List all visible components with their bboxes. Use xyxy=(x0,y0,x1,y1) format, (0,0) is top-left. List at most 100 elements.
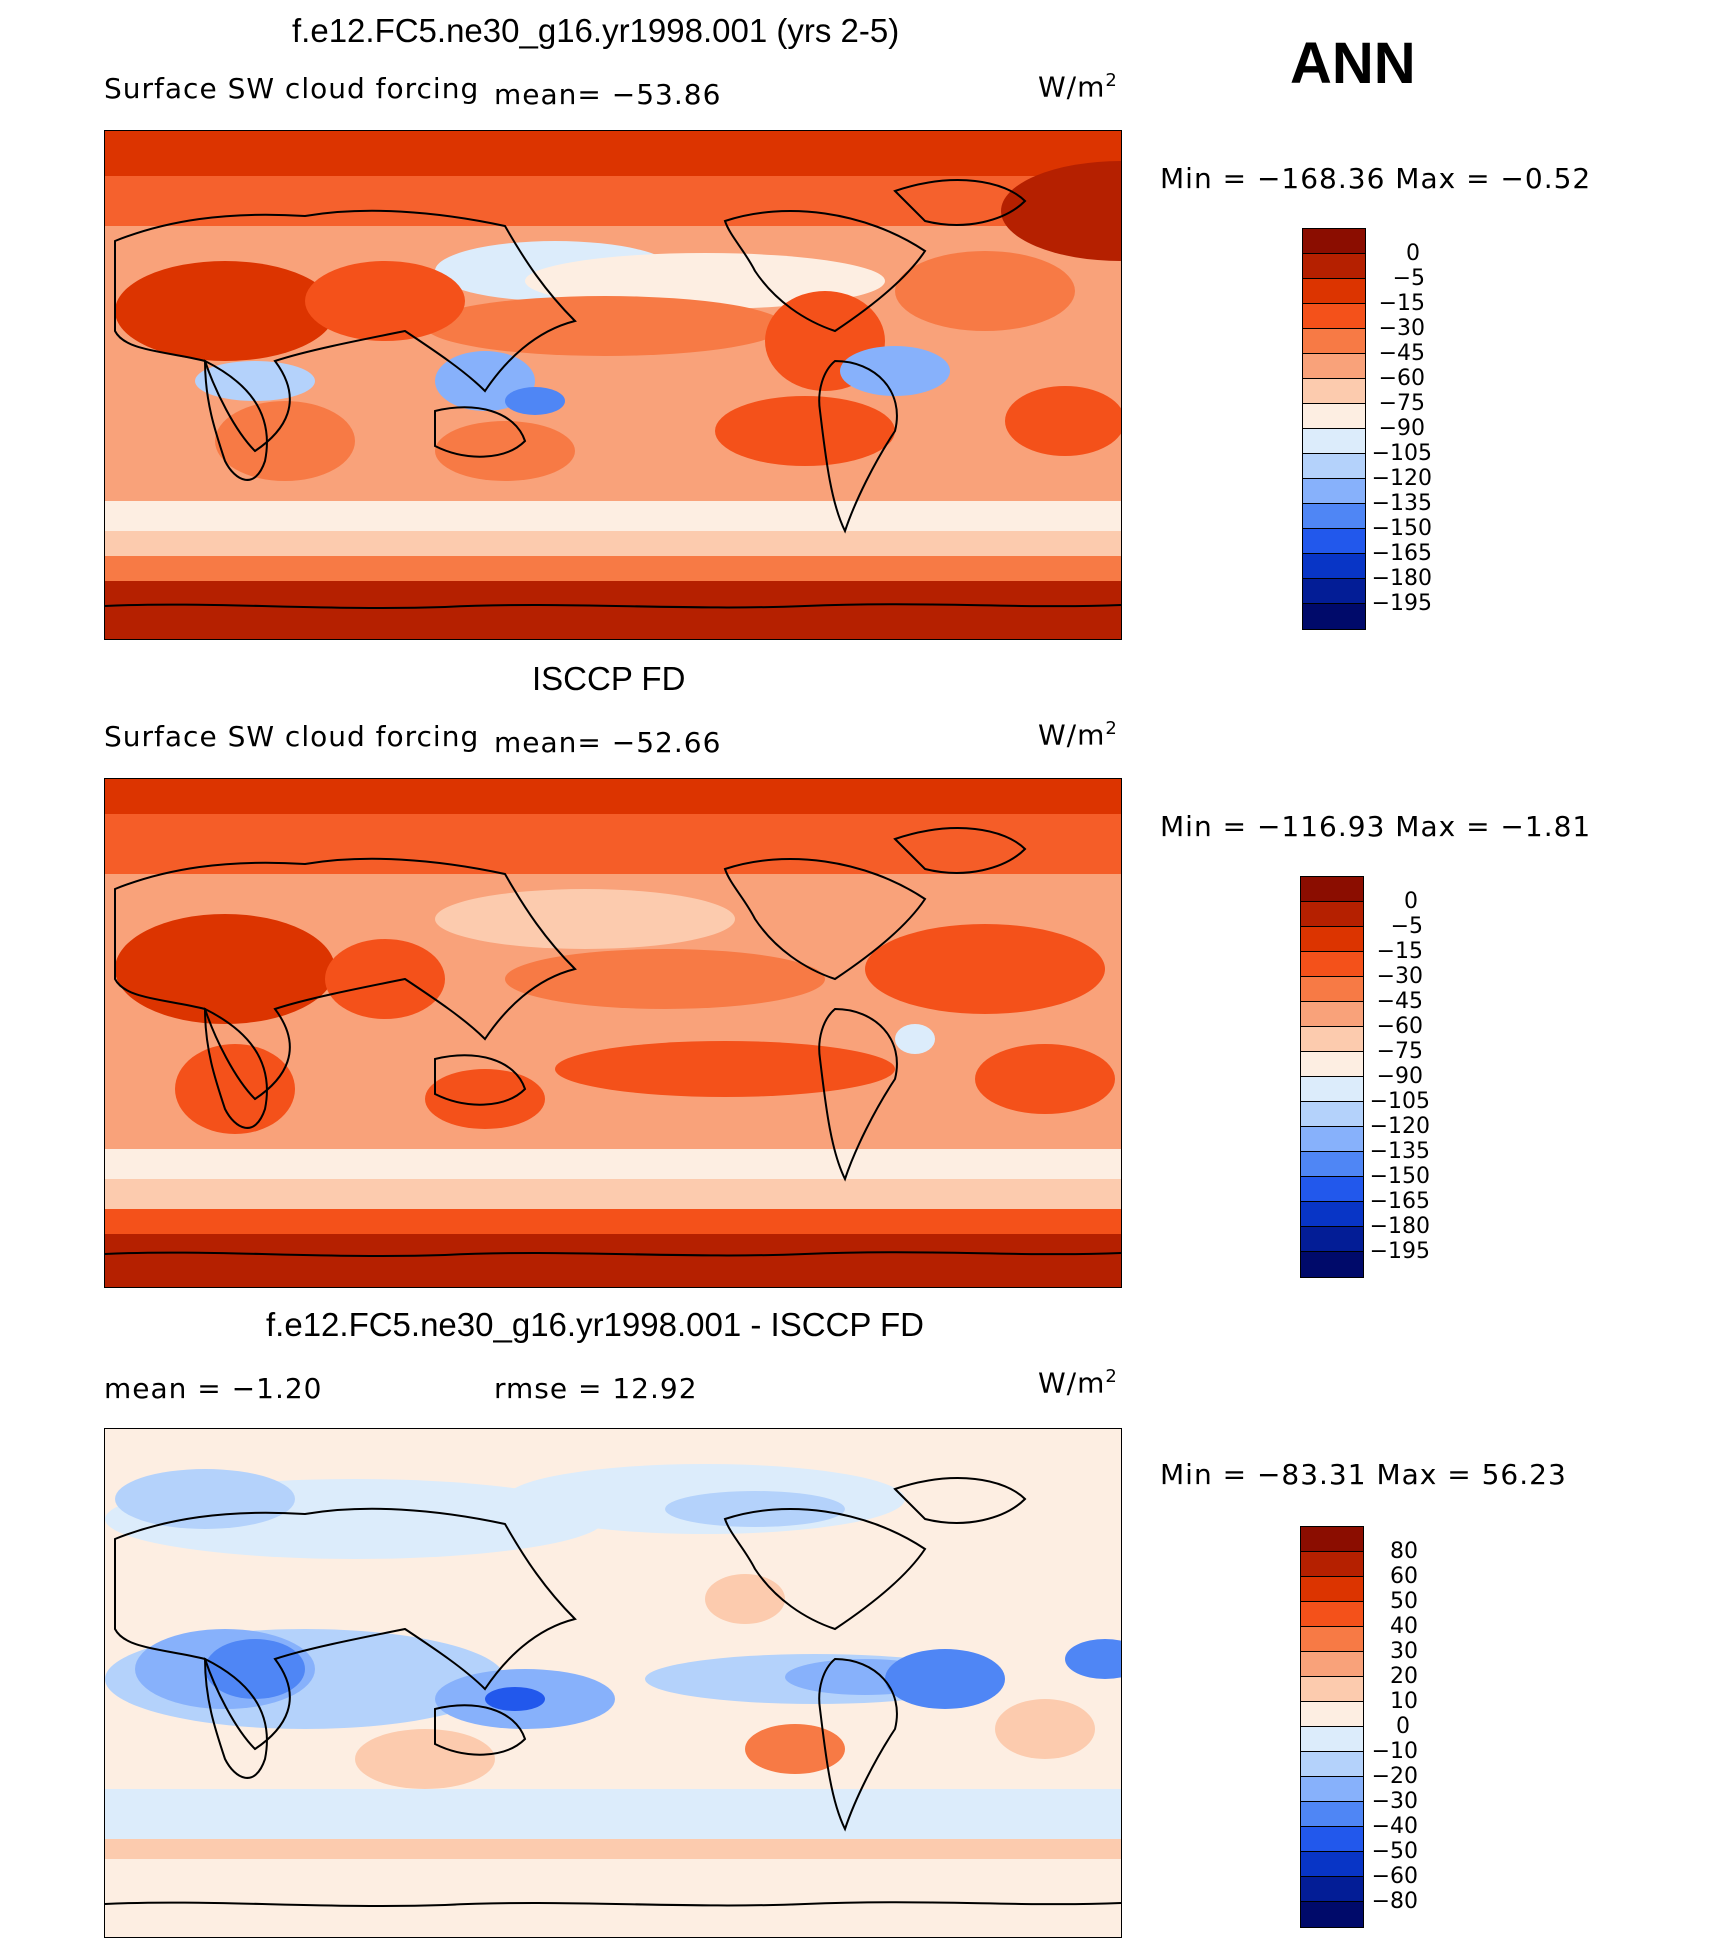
panel2-cbar-seg xyxy=(1301,1077,1363,1102)
panel3-cbar-tick: −10 xyxy=(1371,1739,1418,1764)
panel2-cbar-tick: −60 xyxy=(1376,1014,1423,1039)
panel2-cbar-seg xyxy=(1301,1127,1363,1152)
panel2-cbar-seg xyxy=(1301,1052,1363,1077)
panel3-cbar-tick: −40 xyxy=(1371,1814,1418,1839)
panel3-cbar-seg xyxy=(1301,1752,1363,1777)
panel3-colorbar-ticks: 80 60 50 40 30 20 10 0 −10 −20 −30 −40 −… xyxy=(1368,1526,1468,1926)
panel3-title: f.e12.FC5.ne30_g16.yr1998.001 - ISCCP FD xyxy=(266,1306,924,1343)
panel2-cbar-tick: −165 xyxy=(1369,1189,1430,1214)
panel3-cbar-tick: 10 xyxy=(1390,1689,1418,1714)
panel1-cbar-tick: −135 xyxy=(1371,491,1432,516)
panel2-cbar-tick: −30 xyxy=(1376,964,1423,989)
panel3-cbar-tick: 0 xyxy=(1396,1714,1410,1739)
panel1-cbar-seg xyxy=(1303,529,1365,554)
panel1-cbar-seg xyxy=(1303,554,1365,579)
panel1-cbar-seg xyxy=(1303,604,1365,629)
panel2-colorbar xyxy=(1300,876,1364,1278)
panel1-cbar-tick: −60 xyxy=(1378,366,1425,391)
panel2-mean: mean= −52.66 xyxy=(494,726,722,759)
panel1-cbar-seg xyxy=(1303,404,1365,429)
panel2-cbar-seg xyxy=(1301,927,1363,952)
panel1-cbar-tick: −165 xyxy=(1371,541,1432,566)
panel1-cbar-seg xyxy=(1303,304,1365,329)
panel2-cbar-tick: −5 xyxy=(1390,914,1423,939)
panel3-cbar-tick: −50 xyxy=(1371,1839,1418,1864)
panel2-cbar-seg xyxy=(1301,1152,1363,1177)
panel1-cbar-seg xyxy=(1303,504,1365,529)
panel1-cbar-seg xyxy=(1303,579,1365,604)
panel1-cbar-seg xyxy=(1303,454,1365,479)
panel3-cbar-tick: 20 xyxy=(1390,1664,1418,1689)
panel3-cbar-seg xyxy=(1301,1727,1363,1752)
panel1-units: W/m2 xyxy=(1038,70,1118,104)
panel3-minmax: Min = −83.31 Max = 56.23 xyxy=(1160,1458,1567,1491)
panel2-cbar-seg xyxy=(1301,1102,1363,1127)
panel3-cbar-seg xyxy=(1301,1602,1363,1627)
panel3-rmse: rmse = 12.92 xyxy=(494,1372,698,1405)
panel1-cbar-tick: 0 xyxy=(1406,241,1420,266)
panel2-map xyxy=(104,778,1122,1288)
panel3-cbar-tick: 50 xyxy=(1390,1589,1418,1614)
panel1-cbar-seg xyxy=(1303,354,1365,379)
panel1-variable-label: Surface SW cloud forcing xyxy=(104,72,480,105)
panel1-cbar-tick: −180 xyxy=(1371,566,1432,591)
panel3-cbar-seg xyxy=(1301,1827,1363,1852)
panel2-title: ISCCP FD xyxy=(532,660,686,697)
panel3-cbar-tick: 40 xyxy=(1390,1614,1418,1639)
panel1-cbar-tick: −105 xyxy=(1371,441,1432,466)
panel1-cbar-seg xyxy=(1303,379,1365,404)
panel1-cbar-tick: −75 xyxy=(1378,391,1425,416)
panel2-cbar-tick: −15 xyxy=(1376,939,1423,964)
panel3-cbar-seg xyxy=(1301,1552,1363,1577)
panel2-cbar-seg xyxy=(1301,1252,1363,1277)
season-label: ANN xyxy=(1290,31,1416,96)
panel2-colorbar-ticks: 0 −5 −15 −30 −45 −60 −75 −90 −105 −120 −… xyxy=(1368,876,1468,1276)
panel3-cbar-seg xyxy=(1301,1627,1363,1652)
panel1-cbar-tick: −15 xyxy=(1378,291,1425,316)
panel3-cbar-tick: 60 xyxy=(1390,1564,1418,1589)
panel2-cbar-tick: −75 xyxy=(1376,1039,1423,1064)
panel2-cbar-tick: −120 xyxy=(1369,1114,1430,1139)
panel3-cbar-tick: 30 xyxy=(1390,1639,1418,1664)
panel1-cbar-seg xyxy=(1303,479,1365,504)
panel2-cbar-seg xyxy=(1301,977,1363,1002)
panel3-cbar-tick: −80 xyxy=(1371,1889,1418,1914)
panel2-cbar-tick: −195 xyxy=(1369,1239,1430,1264)
panel3-cbar-tick: 80 xyxy=(1390,1539,1418,1564)
panel1-cbar-tick: −5 xyxy=(1392,266,1425,291)
panel2-cbar-seg xyxy=(1301,877,1363,902)
panel3-mean: mean = −1.20 xyxy=(104,1372,323,1405)
panel3-cbar-seg xyxy=(1301,1877,1363,1902)
panel1-map-svg xyxy=(105,131,1121,639)
panel1-cbar-seg xyxy=(1303,429,1365,454)
panel3-cbar-seg xyxy=(1301,1777,1363,1802)
panel3-cbar-tick: −20 xyxy=(1371,1764,1418,1789)
panel2-minmax: Min = −116.93 Max = −1.81 xyxy=(1160,810,1592,843)
panel2-cbar-tick: −150 xyxy=(1369,1164,1430,1189)
panel1-title: f.e12.FC5.ne30_g16.yr1998.001 (yrs 2-5) xyxy=(292,12,900,49)
panel3-cbar-seg xyxy=(1301,1652,1363,1677)
panel3-cbar-seg xyxy=(1301,1852,1363,1877)
panel3-cbar-seg xyxy=(1301,1702,1363,1727)
panel1-cbar-seg xyxy=(1303,279,1365,304)
panel1-cbar-tick: −120 xyxy=(1371,466,1432,491)
panel3-map-svg xyxy=(105,1429,1121,1937)
panel3-cbar-tick: −60 xyxy=(1371,1864,1418,1889)
panel3-cbar-tick: −30 xyxy=(1371,1789,1418,1814)
panel2-cbar-seg xyxy=(1301,1027,1363,1052)
panel3-cbar-seg xyxy=(1301,1902,1363,1927)
panel2-cbar-tick: −180 xyxy=(1369,1214,1430,1239)
panel3-map xyxy=(104,1428,1122,1938)
panel2-cbar-seg xyxy=(1301,1202,1363,1227)
panel1-cbar-tick: −150 xyxy=(1371,516,1432,541)
panel2-map-svg xyxy=(105,779,1121,1287)
panel2-units: W/m2 xyxy=(1038,718,1118,752)
panel1-colorbar xyxy=(1302,228,1366,630)
panel1-cbar-tick: −195 xyxy=(1371,591,1432,616)
panel1-cbar-tick: −90 xyxy=(1378,416,1425,441)
panel2-cbar-seg xyxy=(1301,1177,1363,1202)
panel1-minmax: Min = −168.36 Max = −0.52 xyxy=(1160,162,1592,195)
panel3-cbar-seg xyxy=(1301,1802,1363,1827)
panel1-colorbar-ticks: 0 −5 −15 −30 −45 −60 −75 −90 −105 −120 −… xyxy=(1370,228,1470,628)
panel1-cbar-tick: −30 xyxy=(1378,316,1425,341)
